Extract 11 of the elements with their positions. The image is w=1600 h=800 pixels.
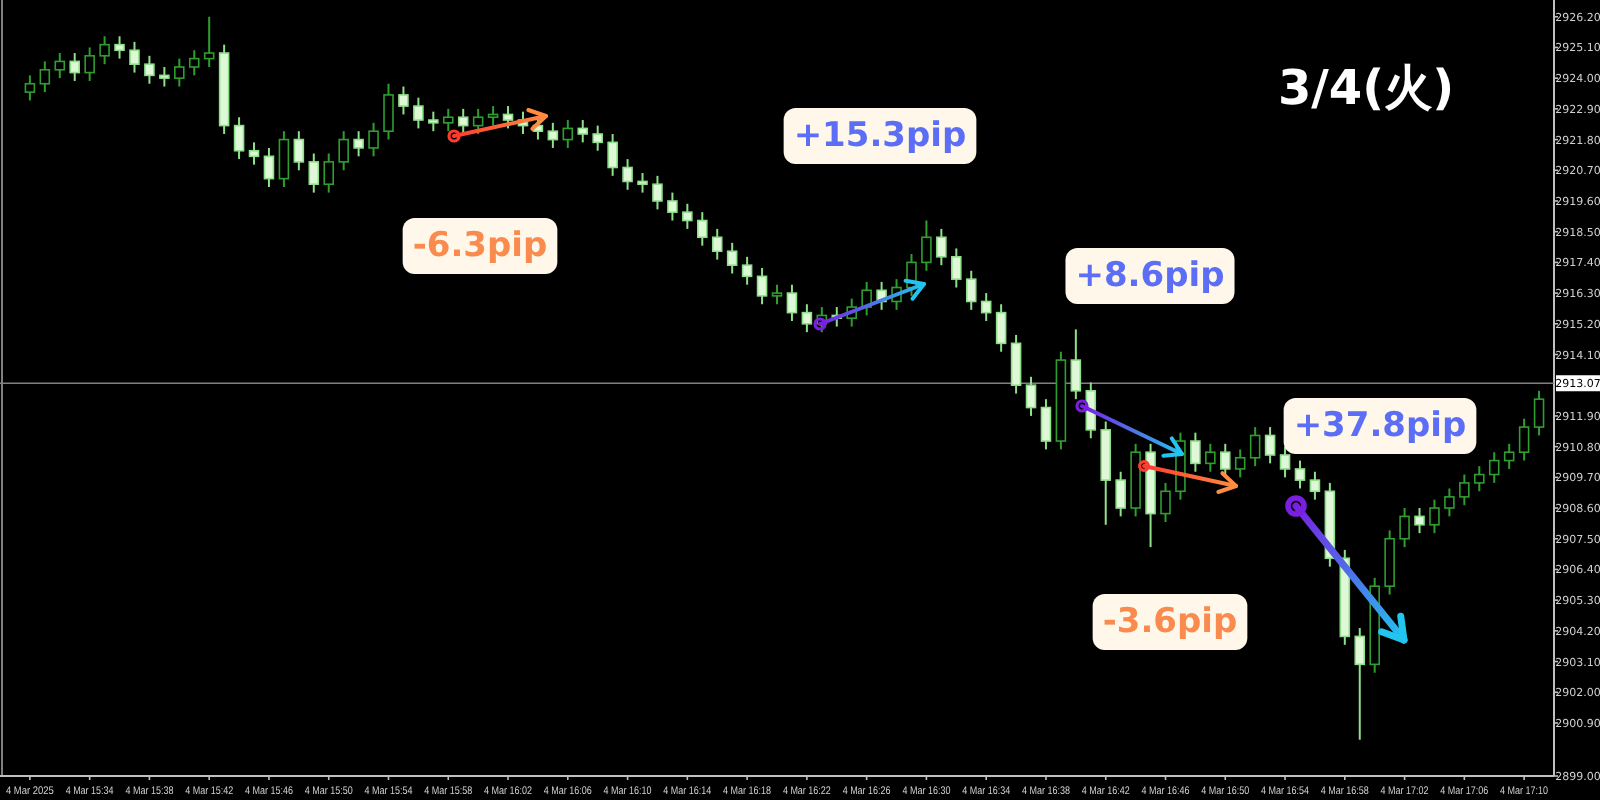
annotation: +37.8pip [1283,398,1477,454]
annotation: +37.8pip [1293,406,1467,446]
annotation: +15.3pip [783,108,977,164]
annotation: +8.6pip [1075,256,1225,296]
annotation: +8.6pip [1065,248,1235,304]
annotation: -6.3pip [412,226,548,266]
annotation: -3.6pip [1102,602,1238,642]
annotation: -6.3pip [402,218,558,274]
annotation: -3.6pip [1092,594,1248,650]
title: 3/4(火) [1277,60,1455,116]
annotation: +15.3pip [793,116,967,156]
